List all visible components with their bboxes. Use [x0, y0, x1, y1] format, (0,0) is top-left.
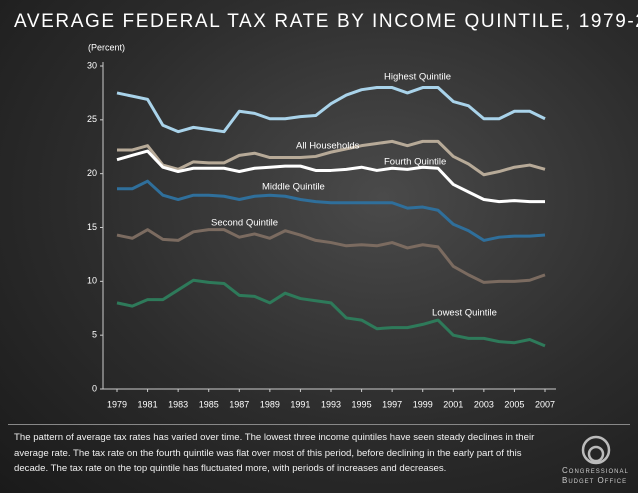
- x-tick-label: 1987: [229, 399, 249, 409]
- x-tick-label: 1991: [290, 399, 310, 409]
- x-tick-label: 2003: [474, 399, 494, 409]
- y-tick-label: 0: [92, 383, 97, 393]
- chart: AVERAGE FEDERAL TAX RATE BY INCOME QUINT…: [14, 11, 638, 409]
- x-tick-label: 1999: [413, 399, 433, 409]
- x-tick-label: 1981: [138, 399, 158, 409]
- footer-note: The pattern of average tax rates has var…: [14, 432, 535, 475]
- x-tick-label: 1983: [168, 399, 188, 409]
- logo-line: Congressional: [562, 466, 629, 475]
- y-tick-label: 30: [87, 60, 97, 70]
- series-label: Second Quintile: [211, 218, 278, 229]
- series-label: Fourth Quintile: [384, 157, 446, 168]
- x-tick-label: 1993: [321, 399, 341, 409]
- series-line: [116, 228, 546, 284]
- y-tick-label: 15: [87, 222, 97, 232]
- y-axis-label: (Percent): [88, 42, 125, 52]
- y-tick-label: 5: [92, 330, 97, 340]
- x-tick-label: 1995: [352, 399, 372, 409]
- separator: [8, 424, 630, 425]
- logo-line: Budget Office: [562, 476, 628, 485]
- x-tick-label: 2001: [443, 399, 463, 409]
- x-tick-label: 1985: [199, 399, 219, 409]
- x-tick-label: 1979: [107, 399, 127, 409]
- x-tick-label: 2005: [504, 399, 524, 409]
- y-tick-label: 20: [87, 168, 97, 178]
- series-label: Middle Quintile: [262, 182, 325, 193]
- series-line: [116, 278, 546, 348]
- x-tick-label: 1997: [382, 399, 402, 409]
- y-tick-label: 10: [87, 276, 97, 286]
- logo-icon: [581, 435, 611, 465]
- series-line: [117, 139, 546, 177]
- series-label: All Households: [296, 141, 360, 152]
- series-line: [116, 149, 545, 204]
- chart-title: AVERAGE FEDERAL TAX RATE BY INCOME QUINT…: [14, 11, 638, 32]
- series-line: [116, 86, 546, 134]
- y-tick-label: 25: [87, 114, 97, 124]
- series-label: Highest Quintile: [384, 72, 451, 83]
- series-label: Lowest Quintile: [432, 308, 497, 319]
- x-tick-label: 1989: [260, 399, 280, 409]
- x-tick-label: 2007: [535, 399, 555, 409]
- series-line: [117, 179, 546, 242]
- logo-text: Congressional Budget Office: [562, 466, 632, 486]
